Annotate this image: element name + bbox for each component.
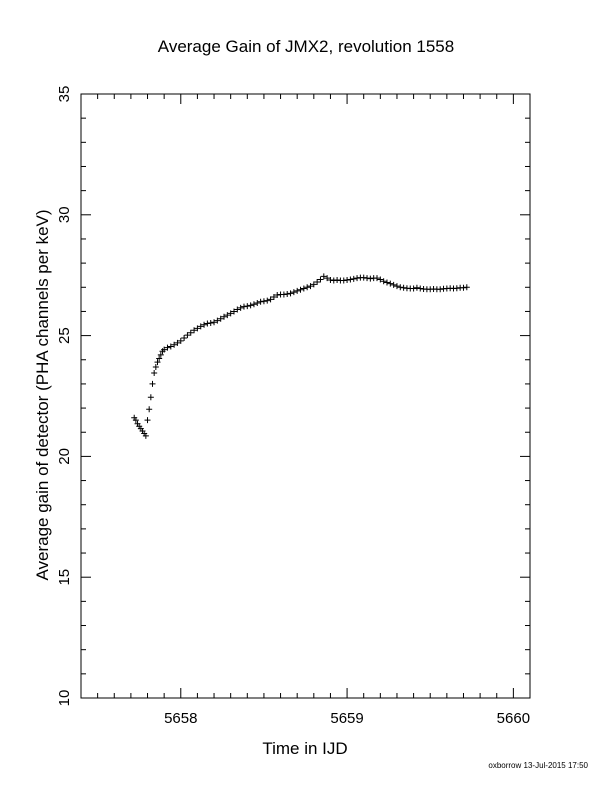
data-point [147, 394, 154, 401]
data-point [270, 293, 277, 300]
data-point [250, 301, 257, 308]
data-points [131, 273, 470, 439]
y-tick-label: 35 [56, 86, 73, 103]
y-tick-label: 10 [56, 690, 73, 707]
data-point [310, 281, 317, 288]
data-point [254, 299, 261, 306]
data-point [393, 283, 400, 290]
data-point [320, 273, 327, 280]
data-point [304, 284, 311, 291]
chart-title: Average Gain of JMX2, revolution 1558 [158, 37, 454, 56]
data-point [317, 276, 324, 283]
y-tick-label: 20 [56, 448, 73, 465]
data-point [187, 329, 194, 336]
data-point [267, 296, 274, 303]
data-point [149, 380, 156, 387]
axis-tick-labels: 5658 5659 5660 10 15 20 25 30 35 [56, 86, 530, 727]
data-point [307, 283, 314, 290]
data-point [387, 280, 394, 287]
data-point [214, 317, 221, 324]
data-point [230, 308, 237, 315]
data-point [380, 278, 387, 285]
y-tick-label: 30 [56, 206, 73, 223]
data-point [167, 343, 174, 350]
data-point [390, 281, 397, 288]
data-point [244, 303, 251, 310]
y-tick-label: 25 [56, 327, 73, 344]
data-point [217, 315, 224, 322]
data-point [260, 298, 267, 305]
data-point [410, 285, 417, 292]
data-point [287, 290, 294, 297]
data-point [374, 275, 381, 282]
data-point [350, 275, 357, 282]
x-tick-label: 5658 [164, 710, 197, 727]
y-axis-label: Average gain of detector (PHA channels p… [33, 209, 52, 580]
data-point [227, 310, 234, 317]
y-tick-label: 15 [56, 569, 73, 586]
x-tick-label: 5660 [497, 710, 530, 727]
footer-credit: oxborrow 13-Jul-2015 17:50 [488, 761, 588, 770]
data-point [221, 313, 228, 320]
data-point [294, 287, 301, 294]
data-point [144, 417, 151, 424]
data-point [264, 297, 271, 304]
data-point [201, 321, 208, 328]
data-point [284, 291, 291, 298]
data-point [197, 323, 204, 330]
data-point [377, 276, 384, 283]
data-point [184, 332, 191, 339]
axis-ticks [80, 93, 531, 699]
data-point [300, 285, 307, 292]
data-point [211, 319, 218, 326]
data-point [247, 302, 254, 309]
x-tick-label: 5659 [330, 710, 363, 727]
data-point [347, 276, 354, 283]
data-point [194, 325, 201, 332]
data-point [157, 351, 164, 358]
data-point [207, 320, 214, 327]
data-point [234, 306, 241, 313]
data-point [146, 406, 153, 413]
data-point [161, 346, 168, 353]
data-point [191, 327, 198, 334]
data-point [156, 355, 163, 362]
data-point [154, 359, 161, 366]
data-point [297, 286, 304, 293]
data-point [237, 304, 244, 311]
data-point [151, 370, 158, 377]
data-point [164, 344, 171, 351]
data-point [314, 278, 321, 285]
data-point [224, 312, 231, 319]
plot-frame [80, 93, 531, 699]
data-point [152, 364, 159, 371]
data-point [383, 279, 390, 286]
data-point [324, 275, 331, 282]
x-axis-label: Time in IJD [262, 739, 347, 758]
data-point [463, 284, 470, 291]
data-point [174, 339, 181, 346]
data-point [171, 341, 178, 348]
data-point [181, 335, 188, 342]
data-point [177, 337, 184, 344]
data-point [142, 432, 149, 439]
data-point [413, 284, 420, 291]
data-point [290, 289, 297, 296]
data-point [132, 417, 139, 424]
